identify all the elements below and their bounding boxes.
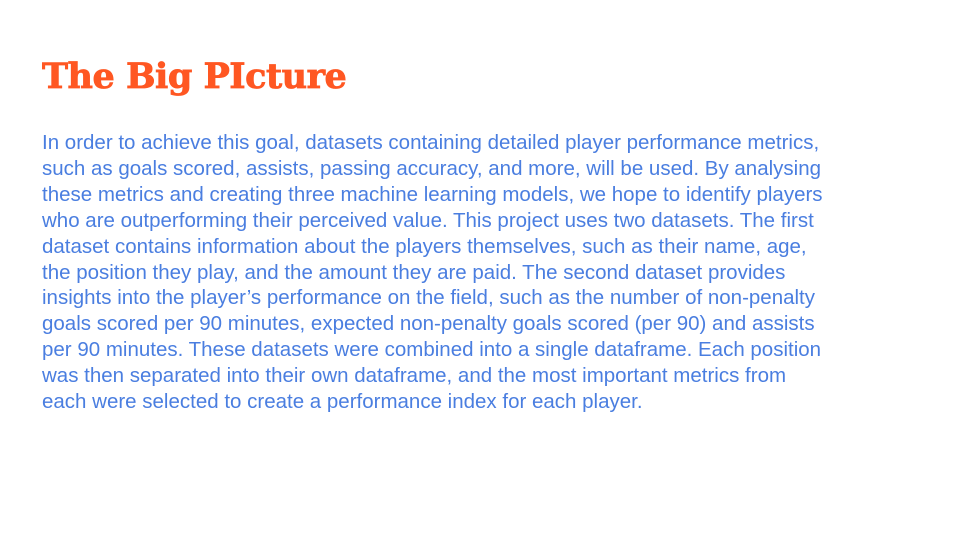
body-line: dataset contains information about the p…: [42, 234, 807, 258]
body-line: In order to achieve this goal, datasets …: [42, 131, 820, 154]
body-line: insights into the player’s performance o…: [42, 286, 816, 310]
body-line: who are outperforming their perceived va…: [42, 208, 814, 232]
body-line: goals scored per 90 minutes, expected no…: [42, 312, 815, 336]
slide-body-text: In order to achieve this goal, datasets …: [42, 130, 932, 415]
body-line: each were selected to create a performan…: [42, 390, 643, 414]
body-line: these metrics and creating three machine…: [42, 182, 823, 206]
body-line: the position they play, and the amount t…: [42, 260, 786, 284]
body-line: was then separated into their own datafr…: [42, 364, 787, 388]
body-line: per 90 minutes. These datasets were comb…: [42, 338, 822, 362]
slide-title: The Big PIcture: [42, 56, 348, 98]
body-line: such as goals scored, assists, passing a…: [42, 156, 821, 180]
